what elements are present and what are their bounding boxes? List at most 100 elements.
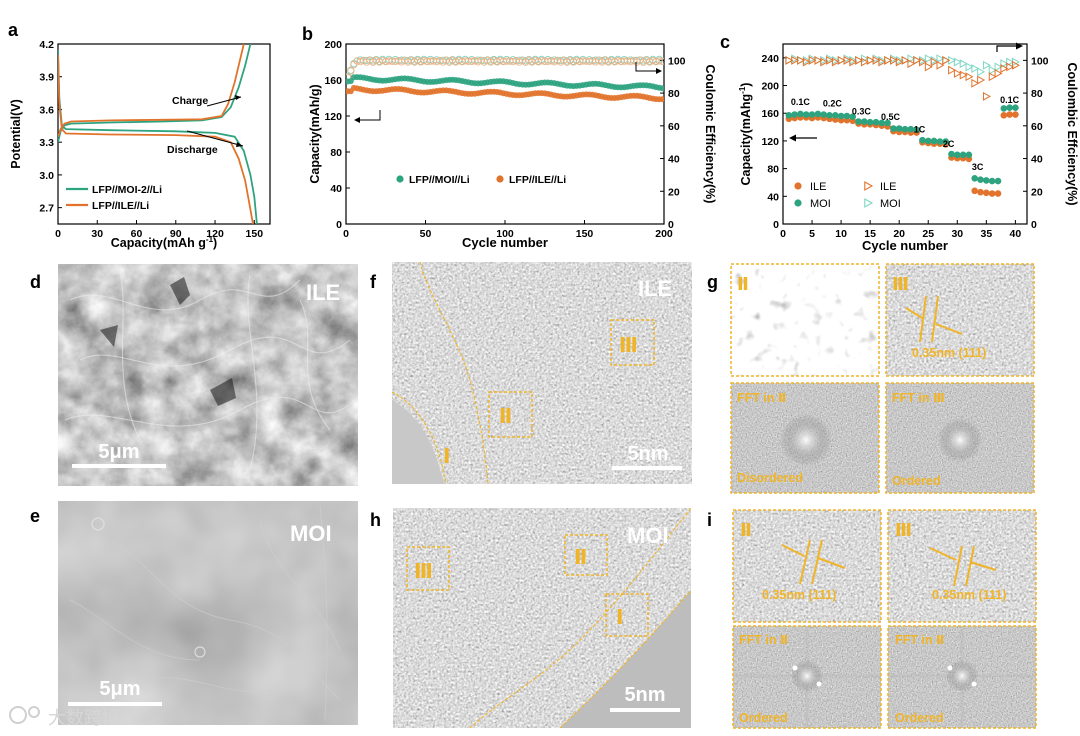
g-tile-1-roman: Ⅱ	[737, 274, 749, 295]
x-tick-label-a-4: 120	[206, 228, 224, 240]
x-tick-label-c-1: 5	[809, 228, 815, 240]
ce-ile-point-c-28	[948, 65, 957, 75]
capacity-moi-point-c-33	[977, 176, 984, 183]
capacity-moi-point-c-36	[994, 177, 1002, 185]
ce-ile-point-c-1	[791, 55, 800, 65]
ce-ile-point-c-20	[901, 55, 910, 65]
scale-label-e: 5μm	[99, 678, 140, 700]
y2-tick-label-c-0: 0	[1031, 219, 1037, 231]
ce-ile-point-c-15	[872, 55, 881, 65]
ce-ile-point-c-7	[826, 55, 835, 65]
sem-label-ile: ILE	[306, 280, 340, 305]
ce-ile-point-c-4	[808, 55, 817, 65]
y2-tick-label-b-1: 20	[668, 186, 680, 198]
ce-moi-point-c-36	[994, 62, 1003, 72]
region-label-f-1: Ⅰ	[443, 444, 450, 468]
ce-ile-point-c-13	[860, 57, 869, 67]
ce-ile-point-c-26	[936, 60, 945, 70]
rate-label-c-4: 1C	[914, 125, 926, 135]
y2-tick-label-c-2: 40	[1031, 154, 1043, 166]
capacity-ile-point-c-33	[977, 188, 984, 196]
discharge-arrowhead	[236, 142, 243, 147]
capacity-moi-point-c-18	[890, 125, 897, 132]
i-tile-1-spacing: 0.35nm (111)	[762, 588, 836, 602]
ce-ile-point-c-32	[971, 78, 980, 88]
x-tick-label-c-7: 35	[980, 228, 992, 240]
scale-bar-e	[68, 702, 162, 706]
x-tick-label-a-1: 30	[91, 228, 103, 240]
legend-marker-c-1	[794, 199, 802, 207]
capacity-ile-point-c-35	[988, 190, 996, 197]
x-axis-label-a: Capacity(mAh g-1)	[111, 235, 217, 250]
panel-letter-f: f	[370, 272, 377, 292]
capacity-moi-point-c-12	[855, 118, 862, 125]
tem-image-ile: Ⅰ Ⅱ Ⅲ ILE 5nm	[392, 262, 692, 484]
ce-ile-point-c-9	[837, 55, 846, 65]
legend-marker-b-0	[396, 175, 404, 183]
y-tick-label-b-0: 0	[336, 219, 342, 231]
ce-ile-point-c-36	[994, 69, 1003, 78]
capacity-moi-point-c-17	[884, 119, 891, 127]
y2-tick-label-c-5: 100	[1031, 55, 1049, 67]
y-tick-label-a-0: 2.7	[39, 203, 54, 215]
panel-letter-d: d	[30, 272, 41, 292]
watermark-logo-icon	[9, 706, 27, 724]
ce-ile-point-c-34	[982, 91, 991, 101]
plot-frame-c	[782, 43, 1028, 225]
y-tick-label-a-5: 4.2	[39, 39, 54, 51]
region-label-h-1: Ⅰ	[616, 605, 623, 629]
ce-ile-point-c-12	[855, 55, 864, 65]
series-line-a-1-charge	[58, 44, 245, 137]
y-tick-label-c-0: 0	[773, 219, 779, 231]
ce-moi-point-c-34	[982, 60, 991, 70]
y2-tick-label-b-0: 0	[668, 219, 674, 231]
annotation-discharge: Discharge	[167, 144, 218, 156]
x-tick-label-a-5: 150	[246, 228, 264, 240]
ce-ile-point-c-31	[965, 72, 974, 82]
capacity-ile-point-c-37	[1000, 112, 1008, 119]
ce-ile-point-c-17	[884, 55, 893, 65]
y2-tick-label-b-4: 80	[668, 88, 680, 100]
annotation-charge: Charge	[172, 95, 208, 107]
y-tick-label-c-6: 240	[761, 53, 779, 65]
i-tile-3-state: Ordered	[739, 711, 788, 725]
right-axis-arrowhead-b	[656, 68, 662, 74]
capacity-moi-point-c-32	[971, 175, 978, 182]
y2-tick-label-b-2: 40	[668, 154, 680, 166]
panel-letter-a: a	[8, 20, 19, 40]
ce-ile-point-c-16	[878, 57, 887, 67]
y-tick-label-a-4: 3.9	[39, 72, 54, 84]
ce-moi-point-c-32	[971, 64, 980, 73]
rate-label-c-2: 0.3C	[852, 107, 872, 117]
i-tile-region-2: Ⅱ 0.35nm (111)	[732, 509, 882, 623]
capacity-moi-point-c-22	[913, 126, 920, 134]
y-tick-label-b-1: 40	[330, 183, 342, 195]
scale-label-f: 5nm	[627, 443, 668, 465]
legend-label-c-1: MOI	[810, 198, 831, 210]
capacity-moi-point-c-2	[797, 110, 804, 118]
legend-marker-b-1	[496, 175, 504, 183]
series-line-a-0-discharge	[58, 49, 258, 224]
scale-bar-f	[612, 466, 682, 470]
ce-ile-point-c-38	[1006, 62, 1015, 72]
ce-ile-point-c-14	[866, 55, 875, 65]
capacity-moi-point-c-34	[983, 177, 990, 184]
x-axis-label-b: Cycle number	[462, 235, 548, 250]
i-tile-4-state: Ordered	[895, 711, 944, 725]
ce-ile-point-c-37	[1000, 64, 1009, 73]
rate-label-c-5: 2C	[943, 139, 955, 149]
rate-label-c-0: 0.1C	[791, 97, 811, 107]
i-tile-fft-b: FFT in Ⅱ Ordered	[887, 625, 1037, 729]
y-tick-label-b-5: 200	[324, 39, 342, 51]
i-tile-3-title: FFT in Ⅱ	[739, 632, 788, 647]
charge-arrow	[206, 96, 242, 107]
ce-ile-point-c-35	[988, 72, 997, 82]
right-axis-arrow-c	[996, 45, 1020, 52]
capacity-moi-point-c-7	[826, 112, 833, 119]
y-tick-label-b-3: 120	[324, 111, 342, 123]
ce-ile-point-c-19	[895, 57, 904, 67]
y-tick-label-c-1: 40	[767, 191, 779, 203]
y-tick-label-a-1: 3.0	[39, 170, 54, 182]
y-tick-label-c-3: 120	[761, 136, 779, 148]
y2-tick-label-b-3: 60	[668, 121, 680, 133]
